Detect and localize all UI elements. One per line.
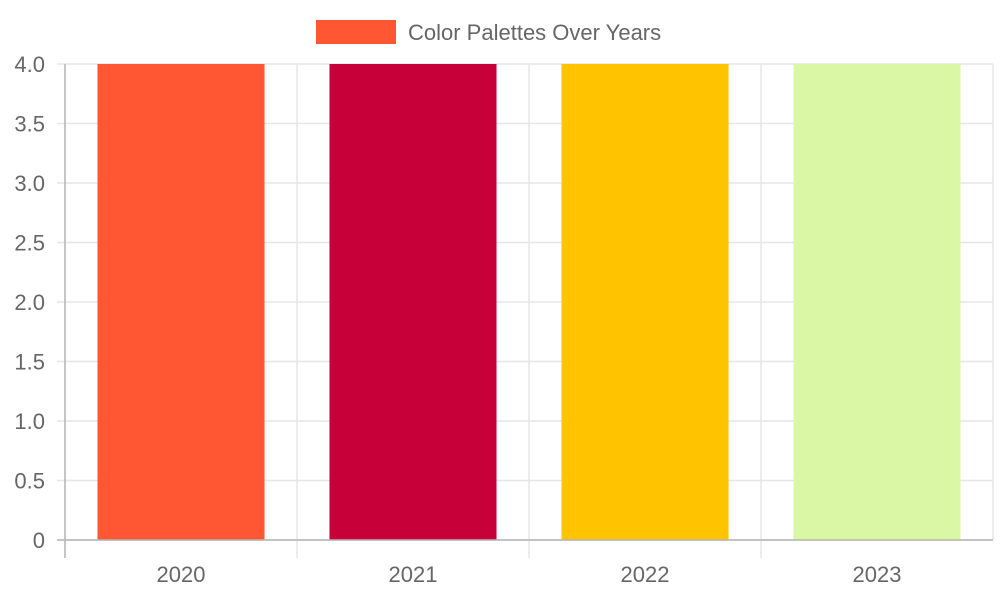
legend-swatch	[316, 20, 396, 44]
y-tick-label: 2.0	[14, 290, 45, 315]
x-tick-label: 2020	[157, 562, 206, 587]
bar-2020[interactable]	[97, 64, 265, 540]
y-tick-label: 2.5	[14, 231, 45, 256]
bar-2023[interactable]	[793, 64, 961, 540]
axes	[57, 64, 993, 558]
y-axis-ticks: 0 0.5 1.0 1.5 2.0 2.5 3.0 3.5 4.0	[14, 52, 45, 553]
y-tick-label: 0.5	[14, 469, 45, 494]
bar-2022[interactable]	[561, 64, 729, 540]
y-tick-label: 3.5	[14, 112, 45, 137]
x-tick-label: 2021	[389, 562, 438, 587]
legend-label: Color Palettes Over Years	[408, 20, 661, 45]
x-axis-ticks: 2020 2021 2022 2023	[157, 562, 902, 587]
y-tick-label: 3.0	[14, 171, 45, 196]
x-tick-label: 2022	[621, 562, 670, 587]
bars	[97, 64, 961, 540]
x-tick-label: 2023	[853, 562, 902, 587]
y-tick-label: 4.0	[14, 52, 45, 77]
bar-2021[interactable]	[329, 64, 497, 540]
y-tick-label: 1.0	[14, 409, 45, 434]
y-tick-label: 0	[33, 528, 45, 553]
legend[interactable]: Color Palettes Over Years	[316, 20, 661, 45]
y-tick-label: 1.5	[14, 350, 45, 375]
